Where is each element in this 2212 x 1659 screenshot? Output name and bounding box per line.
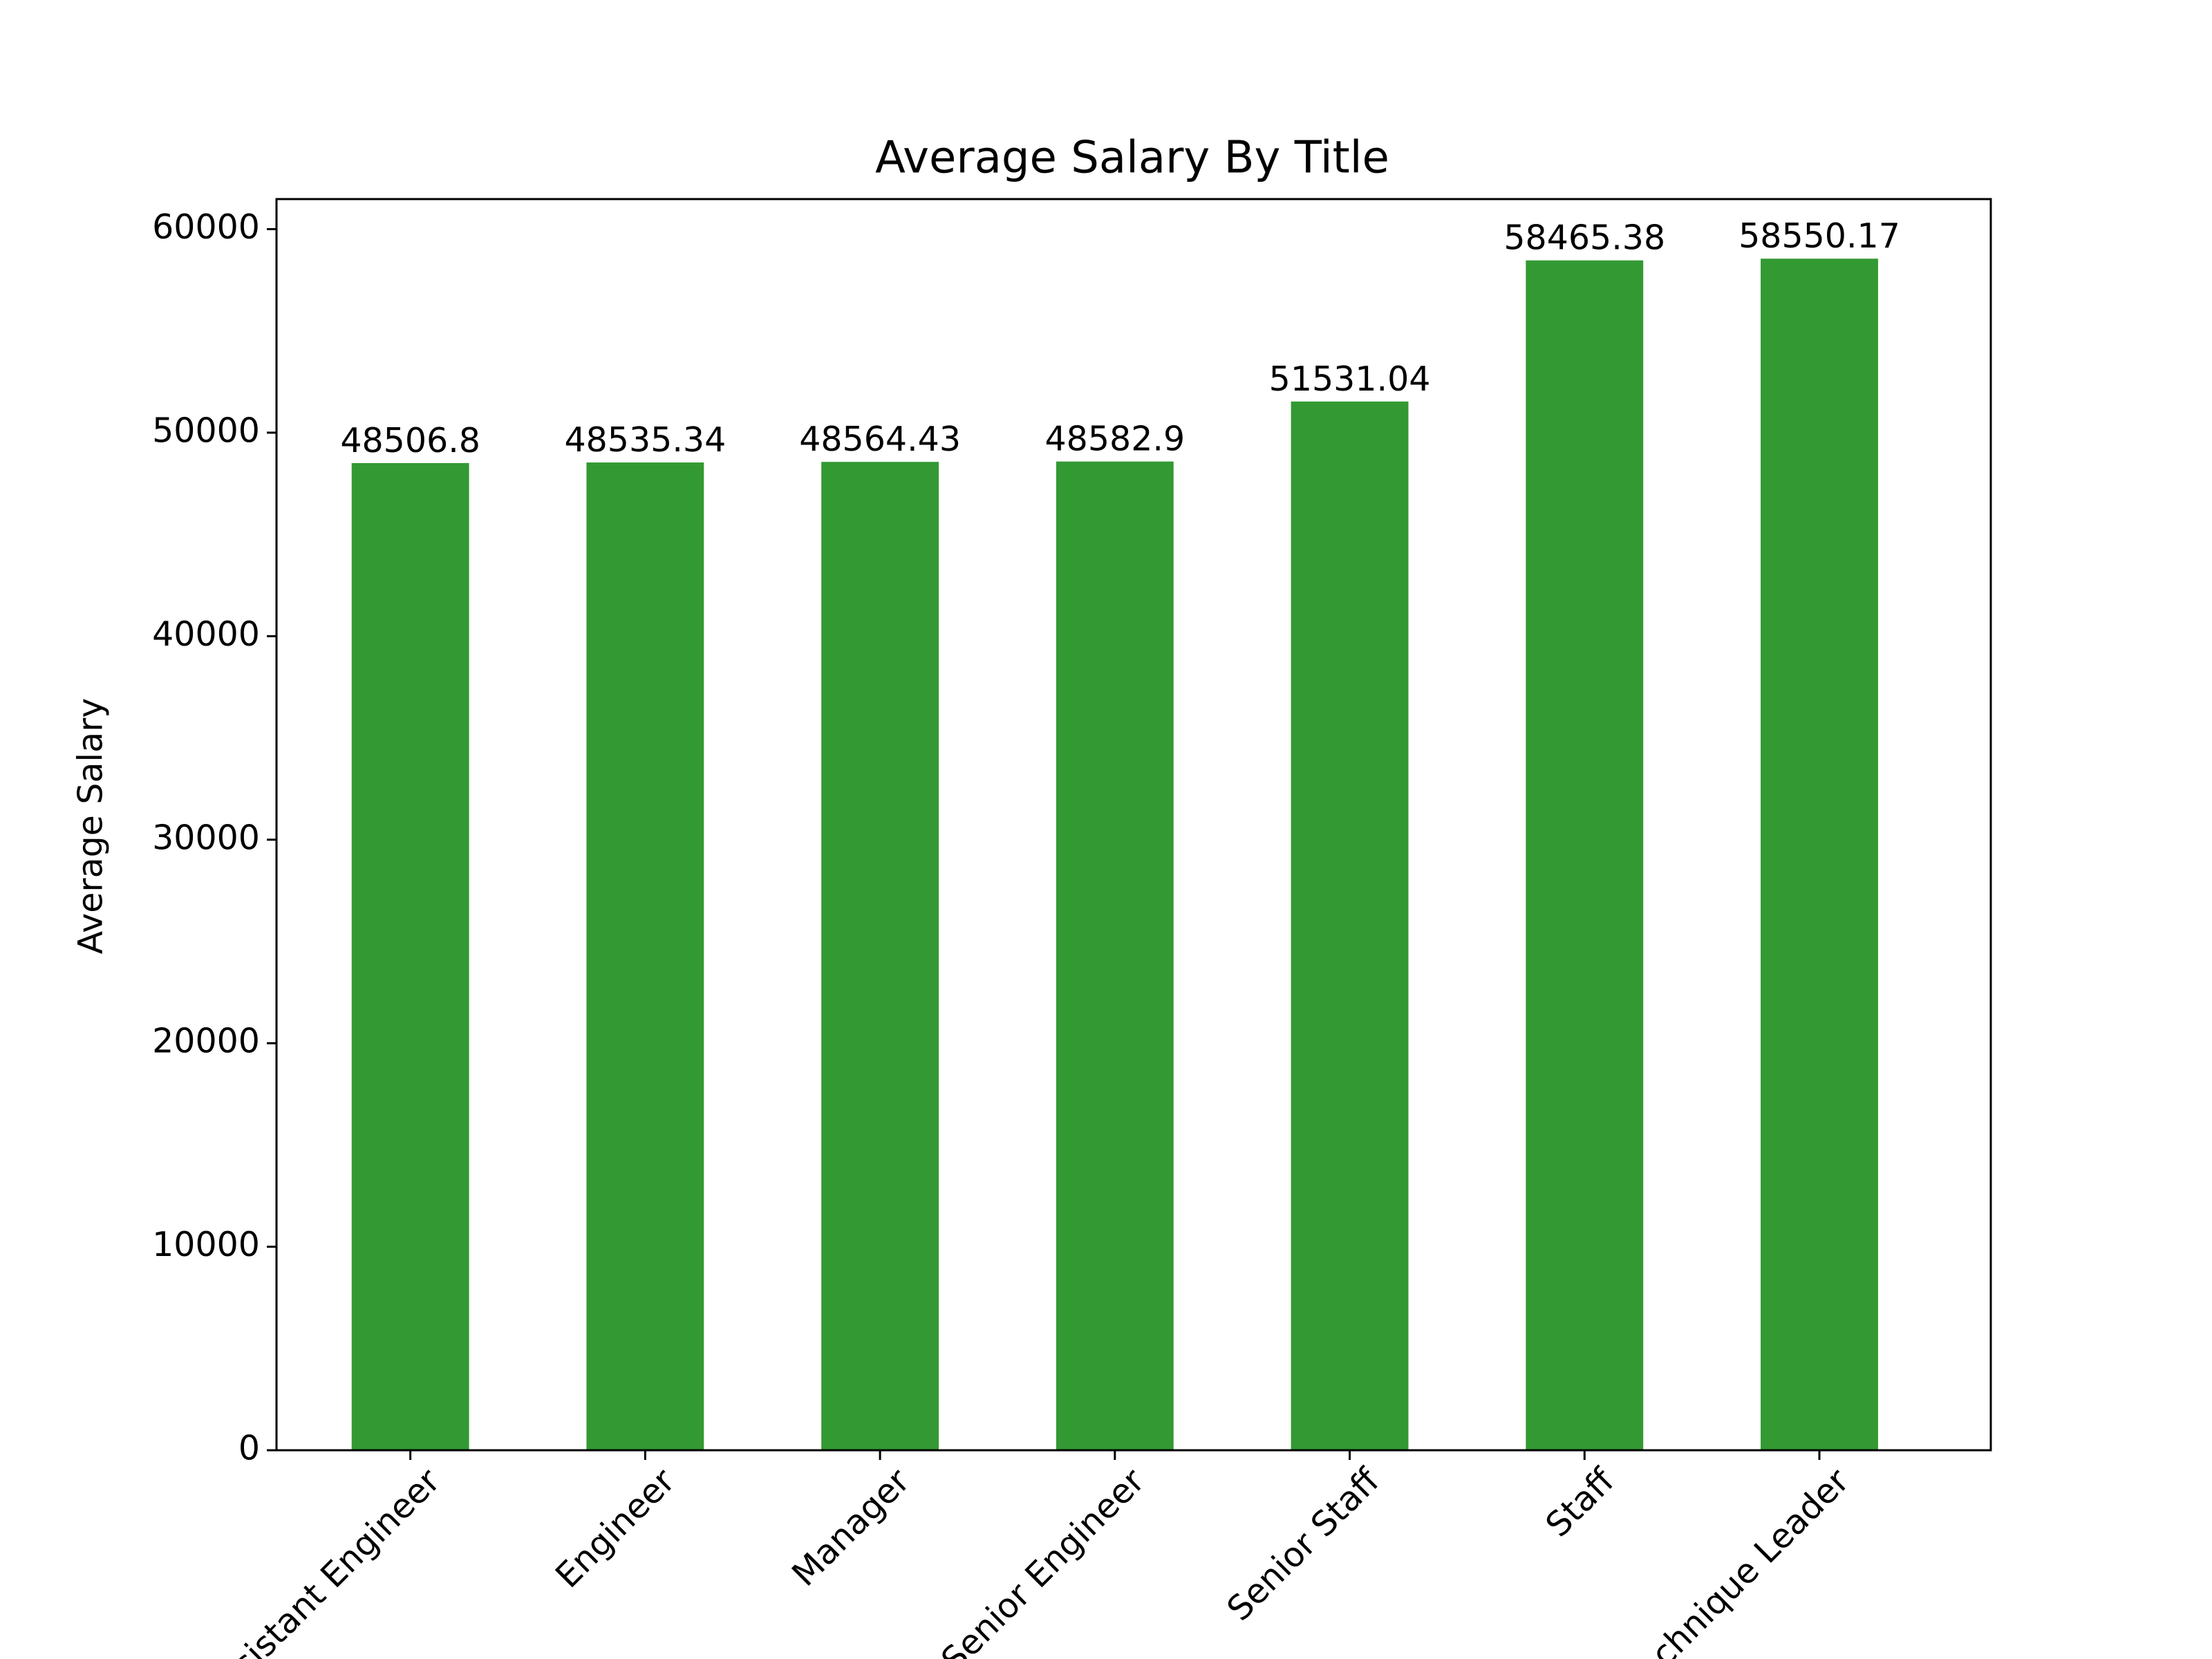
- data-label: 51531.04: [1269, 359, 1431, 399]
- data-label: 58465.38: [1503, 218, 1665, 258]
- x-tick-label: Senior Engineer: [934, 1461, 1153, 1659]
- data-label: 48564.43: [799, 420, 961, 459]
- bar: [821, 462, 939, 1450]
- x-tick-label: Senior Staff: [1219, 1461, 1387, 1629]
- bar: [1056, 461, 1174, 1450]
- x-tick-label: Staff: [1538, 1461, 1622, 1545]
- y-tick-label: 40000: [152, 615, 260, 654]
- data-label: 48506.8: [340, 421, 480, 460]
- bar: [586, 462, 704, 1450]
- y-tick-label: 50000: [152, 411, 260, 450]
- bar: [1526, 260, 1644, 1450]
- data-label: 48582.9: [1045, 420, 1185, 459]
- x-tick-label: Engineer: [548, 1461, 683, 1595]
- plot-frame: [275, 198, 1992, 1452]
- y-tick-label: 30000: [152, 818, 260, 857]
- y-axis-label: Average Salary: [71, 698, 111, 955]
- bar: [1761, 259, 1878, 1450]
- y-tick-label: 10000: [152, 1225, 260, 1264]
- y-tick-label: 20000: [152, 1022, 260, 1061]
- data-label: 48535.34: [564, 420, 726, 460]
- data-label: 58550.17: [1738, 216, 1900, 256]
- x-tick-label: Technique Leader: [1618, 1461, 1857, 1659]
- y-tick-label: 60000: [152, 207, 260, 247]
- x-tick-label: Assistant Engineer: [196, 1461, 448, 1659]
- bar: [1291, 401, 1409, 1451]
- x-tick-label: Manager: [785, 1461, 918, 1594]
- y-tick-label: 0: [238, 1429, 260, 1468]
- chart-title: Average Salary By Title: [875, 133, 1389, 184]
- bar: [351, 462, 469, 1450]
